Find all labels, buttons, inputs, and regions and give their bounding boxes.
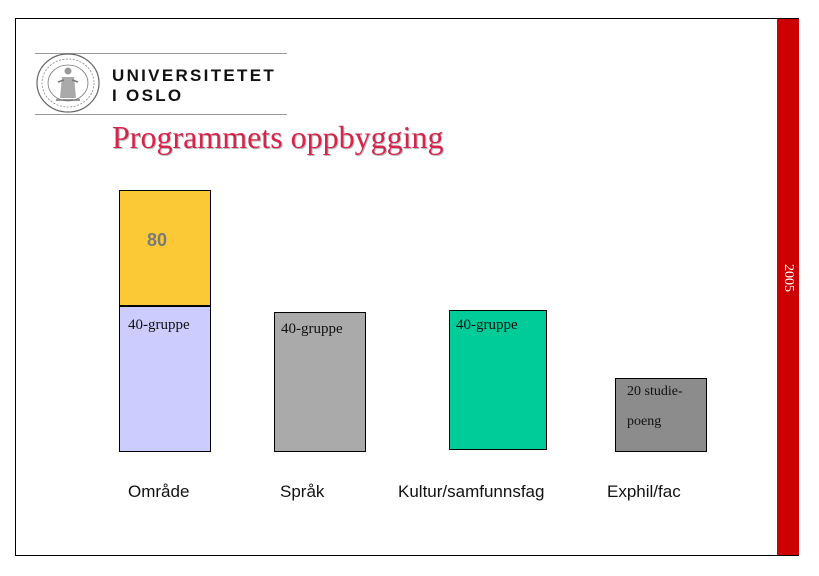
omrade-top-value: 80: [147, 230, 168, 250]
kultur-box: [449, 310, 547, 450]
year-label: 2005: [781, 264, 796, 292]
category-kultur: Kultur/samfunnsfag: [398, 482, 545, 501]
logo-line-1: UNIVERSITETET: [112, 66, 277, 85]
sidebar-red-bar: [777, 19, 799, 555]
omrade-bottom-box: [119, 306, 211, 452]
exphil-box: [615, 378, 707, 452]
category-sprak: Språk: [280, 482, 325, 501]
exphil-label-line2: poeng: [627, 414, 662, 429]
category-exphil: Exphil/fac: [607, 482, 681, 501]
kultur-group-label: 40-gruppe: [456, 317, 518, 333]
sprak-group-label: 40-gruppe: [281, 321, 343, 337]
year-label-container: 2005: [777, 258, 799, 298]
sprak-box: [274, 312, 366, 452]
logo-line-2: I OSLO: [112, 86, 184, 105]
omrade-top-box: [119, 190, 211, 306]
logo-bottom-rule: [35, 114, 287, 115]
omrade-group-label: 40-gruppe: [128, 317, 190, 333]
university-seal-icon: [36, 53, 100, 113]
page-title: Programmets oppbygging: [112, 119, 444, 155]
logo-top-rule: [35, 53, 287, 54]
exphil-label-line1: 20 studie-: [627, 384, 683, 399]
category-omrade: Område: [128, 482, 190, 501]
